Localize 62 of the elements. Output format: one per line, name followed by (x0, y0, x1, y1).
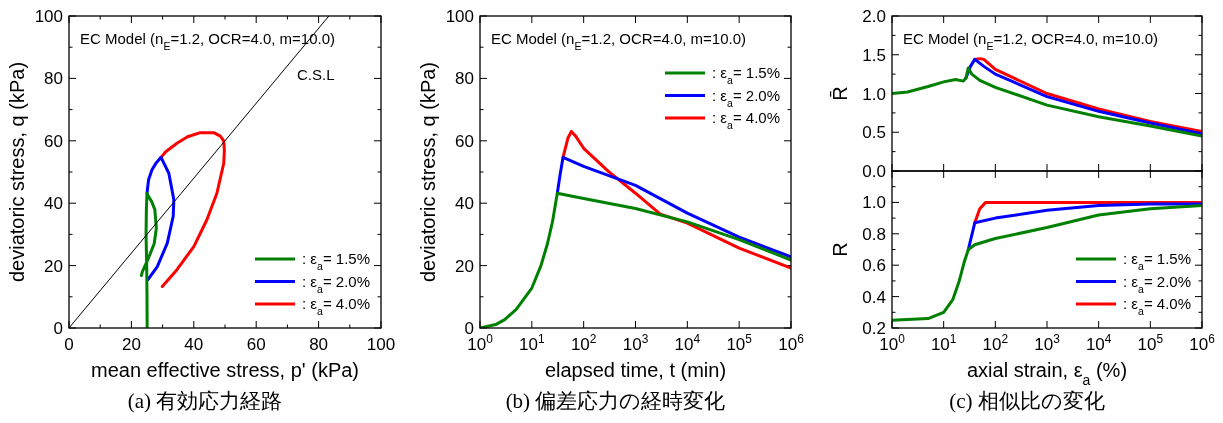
x-axis-title: elapsed time, t (min) (544, 359, 727, 381)
legend-label: : ε$_{a}$= 2.0% (302, 272, 370, 295)
x-tick-label: 10$^{5}$ (1137, 332, 1164, 354)
y-tick-label: 0.5 (862, 123, 886, 143)
legend-label: : ε$_{a}$= 2.0% (712, 86, 780, 109)
y-tick-label: 1.0 (862, 193, 886, 213)
x-tick-label: 10$^{2}$ (570, 332, 597, 354)
annotation: EC Model (n$_{E}$=1.2, OCR=4.0, m=10.0) (903, 30, 1159, 52)
y-axis-title: deviatoric stress, q (kPa) (417, 61, 439, 283)
x-tick-label: 10$^{1}$ (930, 332, 957, 354)
x-tick-label: 10$^{3}$ (622, 332, 649, 354)
x-tick-label: 10$^{1}$ (519, 332, 545, 354)
x-tick-label: 100 (366, 335, 396, 354)
x-tick-label: 10$^{4}$ (1085, 332, 1112, 354)
legend-label: : ε$_{a}$= 4.0% (1123, 295, 1191, 317)
y-tick-label: 20 (455, 256, 474, 276)
y-tick-label: 40 (455, 194, 474, 214)
y-tick-label: 40 (44, 194, 63, 214)
y-tick-label: 80 (455, 69, 474, 89)
y-tick-label: 80 (44, 69, 63, 89)
legend-label: : ε$_{a}$= 1.5% (302, 250, 370, 272)
x-axis-title: mean effective stress, p' (kPa) (91, 359, 359, 381)
y-axis-title: deviatoric stress, q (kPa) (6, 61, 28, 283)
x-tick-label: 60 (246, 335, 266, 354)
y-tick-label: 0.6 (862, 256, 886, 276)
y-tick-label: 2.0 (862, 7, 886, 26)
y-tick-label: 0 (53, 319, 63, 338)
y-tick-label: 20 (44, 256, 63, 276)
y-tick-label: 0 (464, 319, 474, 338)
y-tick-label: 1.5 (862, 45, 886, 65)
y-axis-title: R̄ (828, 86, 851, 101)
text: (a) 有効応力経路 (127, 389, 283, 413)
x-tick-label: 40 (184, 335, 204, 354)
annotation: C.S.L (297, 66, 335, 83)
y-tick-label: 0.4 (862, 287, 886, 307)
y-axis-title: R (829, 242, 851, 257)
legend-label: : ε$_{a}$= 4.0% (302, 295, 370, 317)
x-axis-title: axial strain, ε$_{a}$ (%) (966, 359, 1128, 388)
x-tick-label: 10$^{4}$ (674, 332, 701, 354)
y-tick-label: 100 (34, 7, 63, 26)
y-tick-label: 0.8 (862, 224, 886, 244)
x-tick-label: 10$^{3}$ (1034, 332, 1061, 354)
x-tick-label: 20 (121, 335, 141, 354)
y-tick-label: 1.0 (862, 84, 886, 104)
y-tick-label: 100 (445, 7, 474, 26)
text: (c) 相似比の変化 (949, 389, 1105, 413)
text: (b) 偏差応力の経時変化 (505, 389, 726, 413)
legend-label: : ε$_{a}$= 2.0% (1123, 272, 1191, 295)
x-tick-label: 80 (309, 335, 329, 354)
annotation: EC Model (n$_{E}$=1.2, OCR=4.0, m=10.0) (491, 30, 747, 52)
y-tick-label: 0.0 (862, 162, 886, 181)
x-tick-label: 10$^{6}$ (778, 332, 805, 354)
annotation: EC Model (n$_{E}$=1.2, OCR=4.0, m=10.0) (80, 30, 336, 52)
legend-label: : ε$_{a}$= 4.0% (712, 109, 780, 131)
y-tick-label: 0.2 (862, 319, 886, 338)
x-tick-label: 10$^{2}$ (982, 332, 1009, 354)
legend-label: : ε$_{a}$= 1.5% (1123, 250, 1191, 272)
x-tick-label: 10$^{6}$ (1189, 332, 1216, 354)
y-tick-label: 60 (455, 131, 474, 151)
legend-label: : ε$_{a}$= 1.5% (712, 64, 780, 86)
y-tick-label: 60 (44, 131, 63, 151)
x-tick-label: 10$^{5}$ (726, 332, 753, 354)
